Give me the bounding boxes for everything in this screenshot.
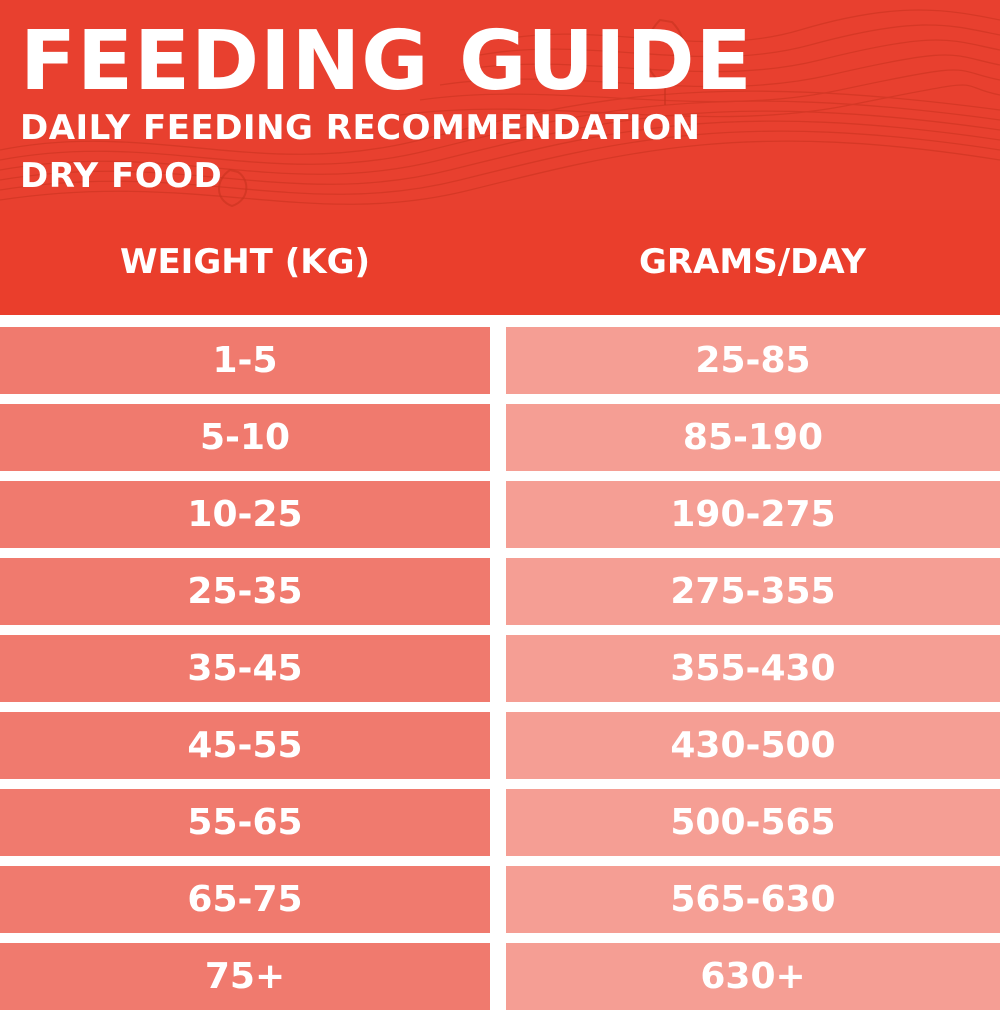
header-banner: FEEDING GUIDE DAILY FEEDING RECOMMENDATI…	[0, 0, 1000, 210]
weight-cell: 35-45	[0, 635, 490, 702]
grams-cell: 25-85	[506, 327, 1000, 394]
grams-cell: 355-430	[506, 635, 1000, 702]
grams-cell: 565-630	[506, 866, 1000, 933]
weight-cell: 65-75	[0, 866, 490, 933]
grams-cell: 500-565	[506, 789, 1000, 856]
weight-cell: 5-10	[0, 404, 490, 471]
table-row: 35-45 355-430	[0, 635, 1000, 702]
table-row: 75+ 630+	[0, 943, 1000, 1010]
grams-cell: 275-355	[506, 558, 1000, 625]
table-row: 1-5 25-85	[0, 327, 1000, 394]
subtitle-dry-food: DRY FOOD	[20, 156, 223, 196]
column-header-weight: WEIGHT (KG)	[119, 242, 371, 282]
feeding-table-body: 1-5 25-85 5-10 85-190 10-25 190-275 25-3…	[0, 315, 1000, 1010]
column-header-grams-per-day: GRAMS/DAY	[638, 242, 867, 282]
grams-cell: 190-275	[506, 481, 1000, 548]
weight-cell: 45-55	[0, 712, 490, 779]
weight-cell: 75+	[0, 943, 490, 1010]
grams-cell: 430-500	[506, 712, 1000, 779]
table-row: 5-10 85-190	[0, 404, 1000, 471]
table-row: 55-65 500-565	[0, 789, 1000, 856]
decorative-wave-pattern	[0, 9, 1000, 208]
table-row: 45-55 430-500	[0, 712, 1000, 779]
weight-cell: 25-35	[0, 558, 490, 625]
table-row: 25-35 275-355	[0, 558, 1000, 625]
table-row: 10-25 190-275	[0, 481, 1000, 548]
grams-cell: 85-190	[506, 404, 1000, 471]
grams-cell: 630+	[506, 943, 1000, 1010]
weight-cell: 1-5	[0, 327, 490, 394]
table-row: 65-75 565-630	[0, 866, 1000, 933]
weight-cell: 55-65	[0, 789, 490, 856]
weight-cell: 10-25	[0, 481, 490, 548]
page-title: FEEDING GUIDE	[20, 14, 753, 109]
table-header-row: WEIGHT (KG) GRAMS/DAY	[0, 210, 1000, 315]
subtitle-daily-recommendation: DAILY FEEDING RECOMMENDATION	[20, 108, 701, 148]
